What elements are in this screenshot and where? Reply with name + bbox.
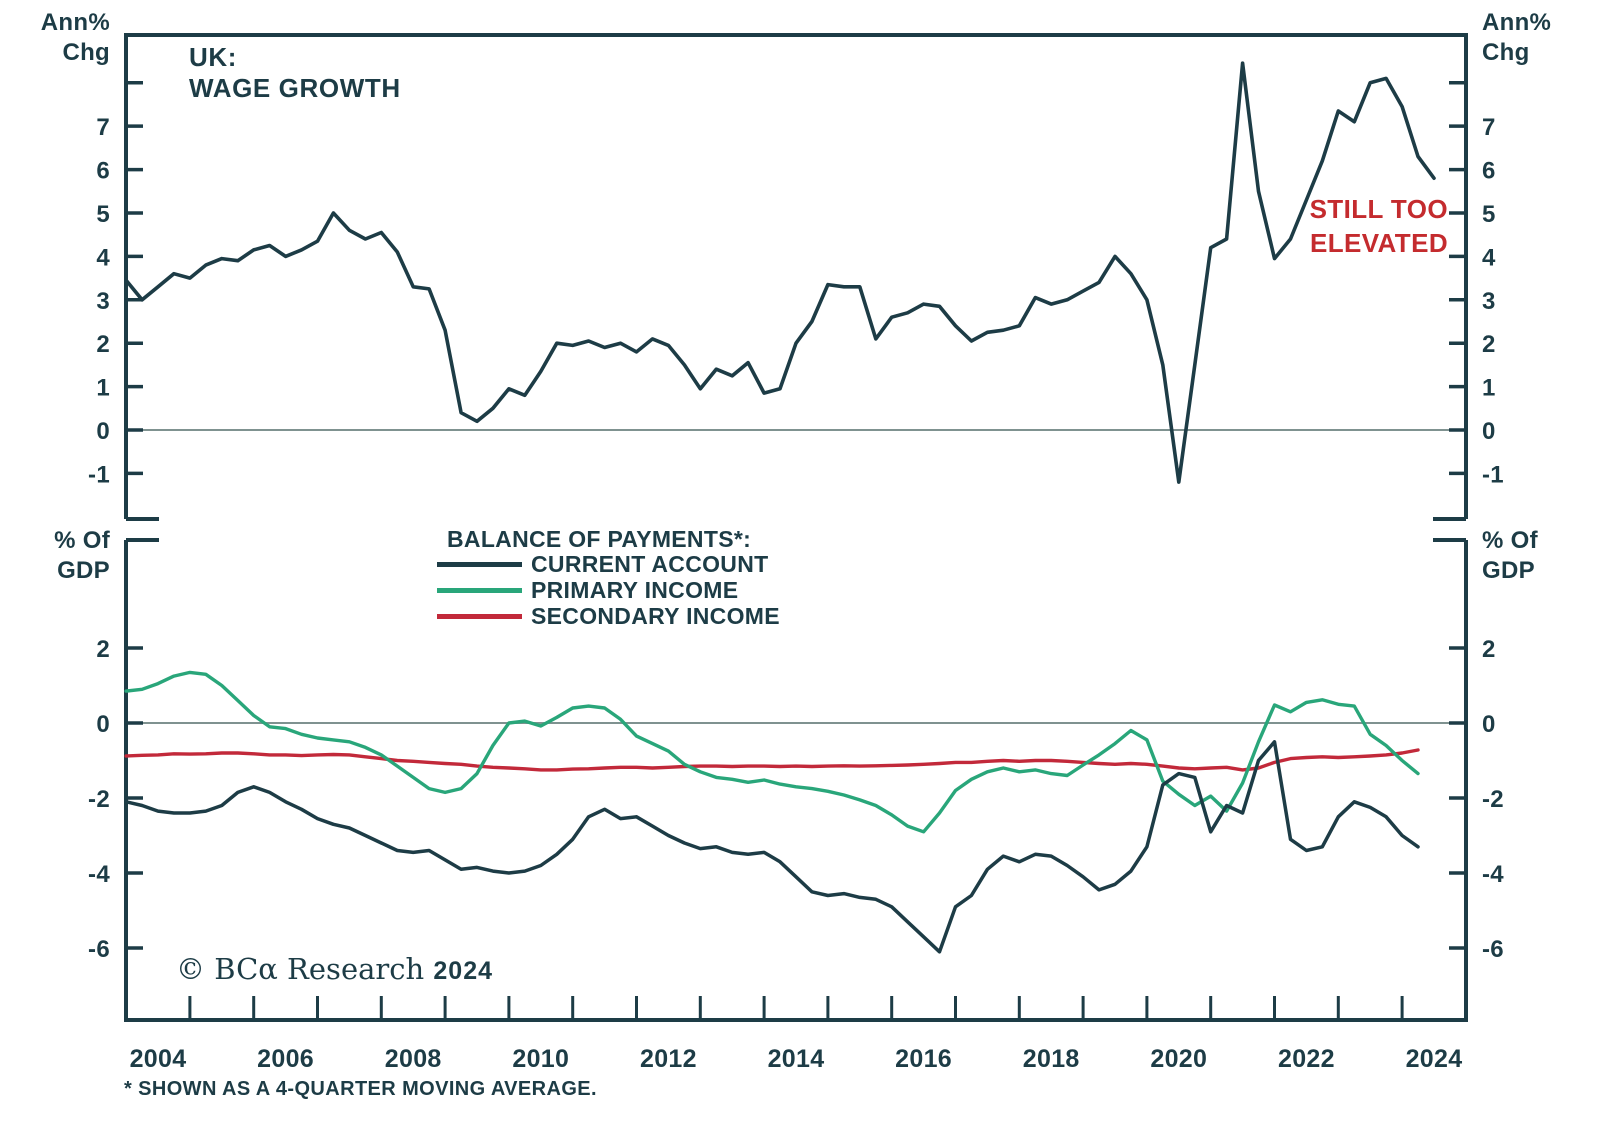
x-tick-label: 2014 <box>768 1045 825 1073</box>
current-account-swatch-line <box>437 561 522 567</box>
footnote: * SHOWN AS A 4-QUARTER MOVING AVERAGE. <box>124 1078 598 1100</box>
y-tick-label-right: -6 <box>1482 936 1504 963</box>
x-tick-label: 2020 <box>1150 1045 1207 1073</box>
top-right-axis-label-line1: Ann% <box>1482 9 1552 36</box>
top-right-axis-label-line2: Chg <box>1482 39 1530 66</box>
y-tick-label-left: 4 <box>96 244 110 271</box>
y-tick-label-left: -6 <box>88 936 110 963</box>
chart-title-line1: UK: <box>189 42 238 72</box>
still-too-elevated-annotation: STILL TOO ELEVATED <box>1048 192 1448 260</box>
x-tick-label: 2008 <box>385 1045 442 1073</box>
y-tick-label-right: 4 <box>1482 244 1496 271</box>
x-tick-label: 2006 <box>257 1045 314 1073</box>
legend-item-secondary-income: SECONDARY INCOME <box>437 603 780 629</box>
legend-item-label: SECONDARY INCOME <box>531 602 780 629</box>
bottom-right-axis-label-line1: % Of <box>1482 527 1538 554</box>
y-tick-label-left: -2 <box>88 786 110 813</box>
y-tick-label-right: -4 <box>1482 861 1504 888</box>
x-tick-label: 2004 <box>130 1045 187 1073</box>
x-tick-label: 2012 <box>640 1045 697 1073</box>
y-tick-label-left: 2 <box>96 331 110 358</box>
y-tick-label-left: 2 <box>96 636 110 663</box>
chart-title: UK: WAGE GROWTH <box>189 42 401 104</box>
y-tick-label-left: 3 <box>96 288 110 315</box>
y-tick-label-right: -1 <box>1482 461 1504 488</box>
annotation-line1: STILL TOO <box>1309 194 1448 224</box>
y-tick-label-left: 5 <box>96 201 110 228</box>
y-tick-label-right: 3 <box>1482 288 1496 315</box>
legend-item-primary-income: PRIMARY INCOME <box>437 577 780 603</box>
primary-income-swatch-line <box>437 587 522 593</box>
y-tick-label-left: 7 <box>96 114 110 141</box>
y-tick-label-right: 7 <box>1482 114 1496 141</box>
x-tick-label: 2022 <box>1278 1045 1335 1073</box>
y-tick-label-left: 1 <box>96 375 110 402</box>
legend-title: BALANCE OF PAYMENTS*: <box>447 526 752 552</box>
top-left-axis-label-line1: Ann% <box>40 9 110 36</box>
secondary-income-line <box>124 748 1420 772</box>
y-tick-label-right: 5 <box>1482 201 1496 228</box>
chart-title-line2: WAGE GROWTH <box>189 73 401 103</box>
x-tick-label: 2010 <box>512 1045 569 1073</box>
y-tick-label-right: 0 <box>1482 418 1496 445</box>
x-tick-label: 2016 <box>895 1045 952 1073</box>
y-tick-label-left: 6 <box>96 158 110 185</box>
legend-item-label: CURRENT ACCOUNT <box>531 550 769 577</box>
top-left-axis-label: Ann% Chg <box>0 8 110 68</box>
top-right-axis-label: Ann% Chg <box>1482 8 1551 68</box>
legend-item-current-account: CURRENT ACCOUNT <box>437 551 780 577</box>
uk-wage-growth-ann-chg--line <box>124 61 1436 484</box>
legend-item-label: PRIMARY INCOME <box>531 576 739 603</box>
y-tick-label-right: 6 <box>1482 158 1496 185</box>
y-tick-label-right: -2 <box>1482 786 1504 813</box>
bottom-left-axis-label-line2: GDP <box>57 557 110 584</box>
y-tick-label-right: 2 <box>1482 331 1496 358</box>
bottom-right-axis-label: % Of GDP <box>1482 526 1538 586</box>
y-tick-label-right: 2 <box>1482 636 1496 663</box>
y-tick-label-left: 0 <box>96 418 110 445</box>
copyright-text: © BCα Research <box>176 952 425 986</box>
current-account-line <box>124 740 1420 954</box>
x-tick-label: 2024 <box>1406 1045 1463 1073</box>
y-tick-label-left: -4 <box>88 861 110 888</box>
y-tick-label-left: -1 <box>88 461 110 488</box>
bottom-left-axis-label-line1: % Of <box>54 527 110 554</box>
bottom-right-axis-label-line2: GDP <box>1482 557 1535 584</box>
y-tick-label-left: 0 <box>96 711 110 738</box>
top-left-axis-label-line2: Chg <box>62 39 110 66</box>
bottom-left-axis-label: % Of GDP <box>0 526 110 586</box>
y-tick-label-right: 1 <box>1482 375 1496 402</box>
copyright: © BCα Research 2024 <box>176 952 493 986</box>
x-tick-label: 2018 <box>1023 1045 1080 1073</box>
y-tick-label-right: 0 <box>1482 711 1496 738</box>
annotation-line2: ELEVATED <box>1309 228 1448 258</box>
legend: BALANCE OF PAYMENTS*: CURRENT ACCOUNT PR… <box>437 527 780 629</box>
copyright-year: 2024 <box>433 957 494 985</box>
secondary-income-swatch-line <box>437 613 522 619</box>
